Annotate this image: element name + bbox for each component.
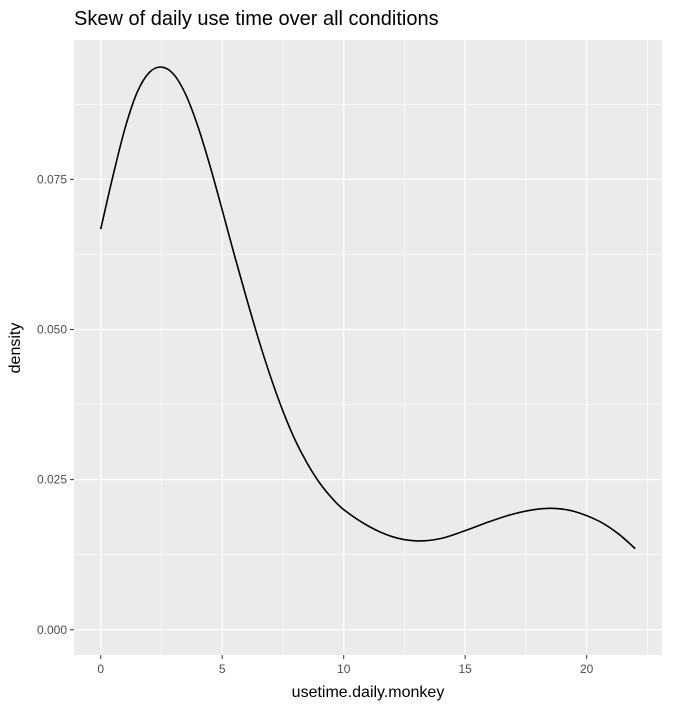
x-tick-label: 15 bbox=[459, 662, 473, 676]
y-tick-label: 0.000 bbox=[37, 623, 67, 637]
x-axis-label: usetime.daily.monkey bbox=[292, 684, 445, 701]
x-tick-label: 5 bbox=[219, 662, 226, 676]
x-axis-ticks: 0 5 10 15 20 bbox=[97, 655, 594, 676]
major-gridlines bbox=[74, 40, 662, 655]
y-tick-label: 0.050 bbox=[37, 322, 67, 336]
x-tick-label: 0 bbox=[97, 662, 104, 676]
x-tick-label: 20 bbox=[580, 662, 594, 676]
x-tick-label: 10 bbox=[337, 662, 351, 676]
y-tick-label: 0.025 bbox=[37, 473, 67, 487]
density-curve bbox=[99, 66, 636, 550]
plot-panel bbox=[74, 40, 662, 655]
y-axis-label: density bbox=[7, 323, 24, 374]
minor-gridlines bbox=[74, 40, 662, 655]
chart-title: Skew of daily use time over all conditio… bbox=[74, 8, 439, 30]
y-tick-label: 0.075 bbox=[37, 172, 67, 186]
y-axis-ticks: 0.000 0.025 0.050 0.075 bbox=[37, 172, 74, 637]
